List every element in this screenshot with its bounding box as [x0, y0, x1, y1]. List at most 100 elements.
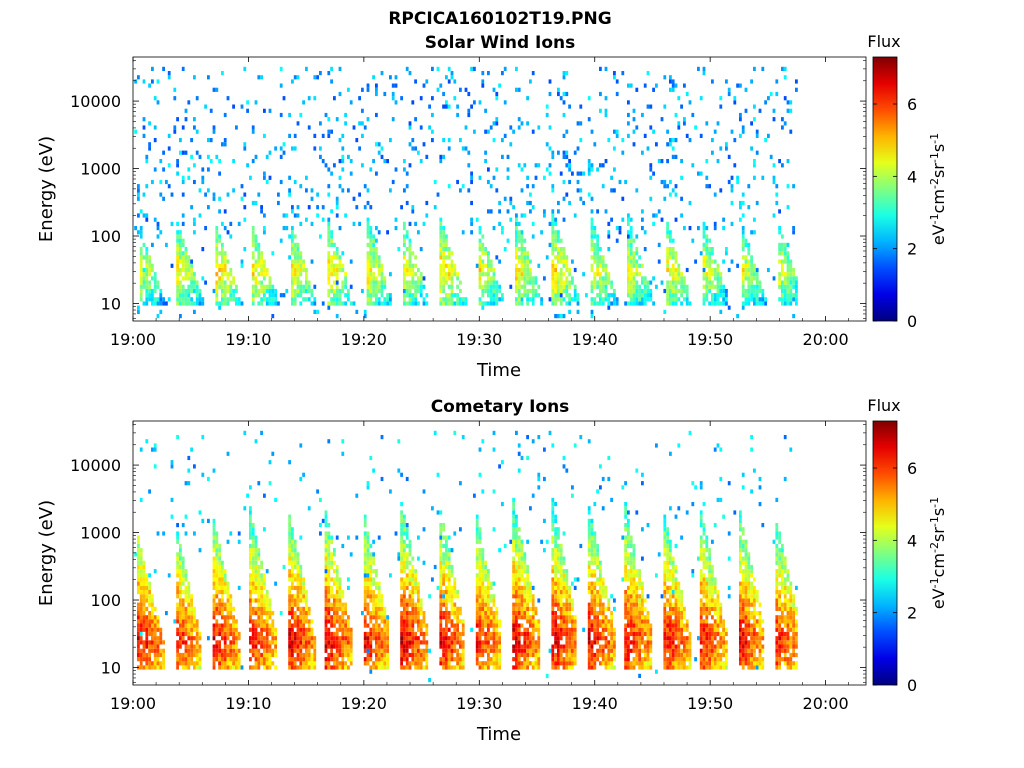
spectrogram-cell	[246, 108, 249, 113]
spectrogram-cell	[347, 631, 350, 637]
spectrogram-cell	[299, 627, 303, 632]
spectrogram-cell	[627, 100, 630, 105]
spectrogram-cell	[366, 276, 370, 281]
spectrogram-cell	[383, 644, 387, 649]
spectrogram-cell	[271, 611, 275, 616]
spectrogram-cell	[489, 598, 493, 603]
spectrogram-cell	[181, 255, 185, 260]
spectrogram-cell	[515, 217, 518, 222]
spectrogram-cell	[439, 543, 443, 549]
spectrogram-cell	[372, 648, 375, 653]
spectrogram-cell	[335, 276, 339, 281]
spectrogram-cell	[263, 644, 266, 649]
spectrogram-cell	[148, 602, 151, 607]
spectrogram-cell	[517, 552, 521, 557]
spectrogram-cell	[425, 301, 429, 306]
spectrogram-cell	[517, 564, 521, 570]
spectrogram-cell	[702, 301, 706, 306]
spectrogram-cell	[761, 66, 765, 71]
spectrogram-cell	[529, 200, 532, 206]
spectrogram-cell	[411, 138, 415, 143]
spectrogram-cell	[296, 581, 300, 586]
spectrogram-cell	[753, 104, 756, 109]
spectrogram-cell	[372, 251, 375, 256]
spectrogram-cell	[403, 284, 406, 289]
spectrogram-cell	[515, 430, 518, 435]
spectrogram-cell	[226, 652, 230, 658]
spectrogram-cell	[235, 665, 238, 670]
spectrogram-cell	[517, 594, 521, 599]
spectrogram-cell	[422, 615, 426, 620]
spectrogram-cell	[310, 221, 314, 226]
spectrogram-cell	[697, 66, 700, 71]
spectrogram-cell	[520, 121, 524, 126]
spectrogram-cell	[215, 251, 219, 256]
spectrogram-cell	[215, 548, 219, 553]
spectrogram-cell	[257, 577, 261, 582]
spectrogram-cell	[607, 230, 611, 235]
spectrogram-cell	[447, 301, 451, 306]
spectrogram-cell	[288, 611, 291, 616]
spectrogram-cell	[403, 543, 406, 549]
spectrogram-cell	[408, 121, 412, 126]
spectrogram-cell	[708, 301, 711, 306]
spectrogram-cell	[288, 631, 291, 637]
spectrogram-cell	[478, 238, 482, 243]
spectrogram-cell	[235, 619, 238, 624]
spectrogram-cell	[162, 66, 165, 71]
spectrogram-cell	[447, 644, 451, 649]
spectrogram-cell	[291, 548, 294, 553]
spectrogram-cell	[755, 297, 759, 302]
spectrogram-cell	[408, 615, 412, 620]
spectrogram-cell	[428, 125, 431, 130]
spectrogram-cell	[181, 623, 185, 628]
spectrogram-cell	[414, 297, 417, 302]
spectrogram-cell	[153, 652, 157, 658]
spectrogram-cell	[277, 200, 280, 206]
spectrogram-cell	[562, 150, 566, 155]
spectrogram-cell	[520, 188, 524, 193]
spectrogram-cell	[405, 288, 409, 294]
spectrogram-cell	[526, 652, 529, 658]
spectrogram-cell	[517, 535, 521, 540]
spectrogram-cell	[744, 255, 748, 260]
spectrogram-cell	[523, 590, 527, 595]
spectrogram-cell	[489, 280, 493, 285]
spectrogram-cell	[400, 556, 403, 561]
spectrogram-cell	[400, 619, 403, 624]
spectrogram-cell	[187, 590, 191, 595]
spectrogram-cell	[587, 192, 591, 197]
spectrogram-cell	[207, 205, 210, 210]
spectrogram-cell	[293, 552, 297, 557]
spectrogram-cell	[142, 276, 146, 281]
spectrogram-cell	[789, 293, 793, 298]
spectrogram-cell	[291, 234, 294, 239]
spectrogram-cell	[492, 272, 496, 277]
spectrogram-cell	[487, 657, 490, 662]
spectrogram-cell	[249, 598, 252, 603]
spectrogram-cell	[363, 543, 367, 549]
spectrogram-cell	[291, 297, 294, 302]
spectrogram-cell	[137, 213, 140, 218]
spectrogram-cell	[643, 83, 647, 88]
spectrogram-cell	[719, 146, 723, 151]
spectrogram-cell	[405, 523, 409, 528]
spectrogram-cell	[263, 623, 266, 628]
spectrogram-cell	[526, 280, 529, 285]
spectrogram-cell	[218, 652, 221, 658]
spectrogram-cell	[176, 569, 179, 574]
spectrogram-cell	[411, 640, 415, 645]
spectrogram-cell	[148, 644, 151, 649]
spectrogram-cell	[299, 288, 303, 294]
spectrogram-cell	[601, 284, 605, 289]
spectrogram-cell	[221, 301, 224, 306]
spectrogram-cell	[445, 594, 448, 599]
spectrogram-cell	[302, 606, 305, 611]
spectrogram-cell	[417, 288, 420, 294]
spectrogram-cell	[148, 272, 151, 277]
y-tick-label: 100	[90, 227, 121, 246]
spectrogram-cell	[291, 661, 294, 666]
spectrogram-cell	[568, 297, 571, 302]
spectrogram-cell	[305, 188, 308, 193]
spectrogram-cell	[151, 293, 154, 298]
